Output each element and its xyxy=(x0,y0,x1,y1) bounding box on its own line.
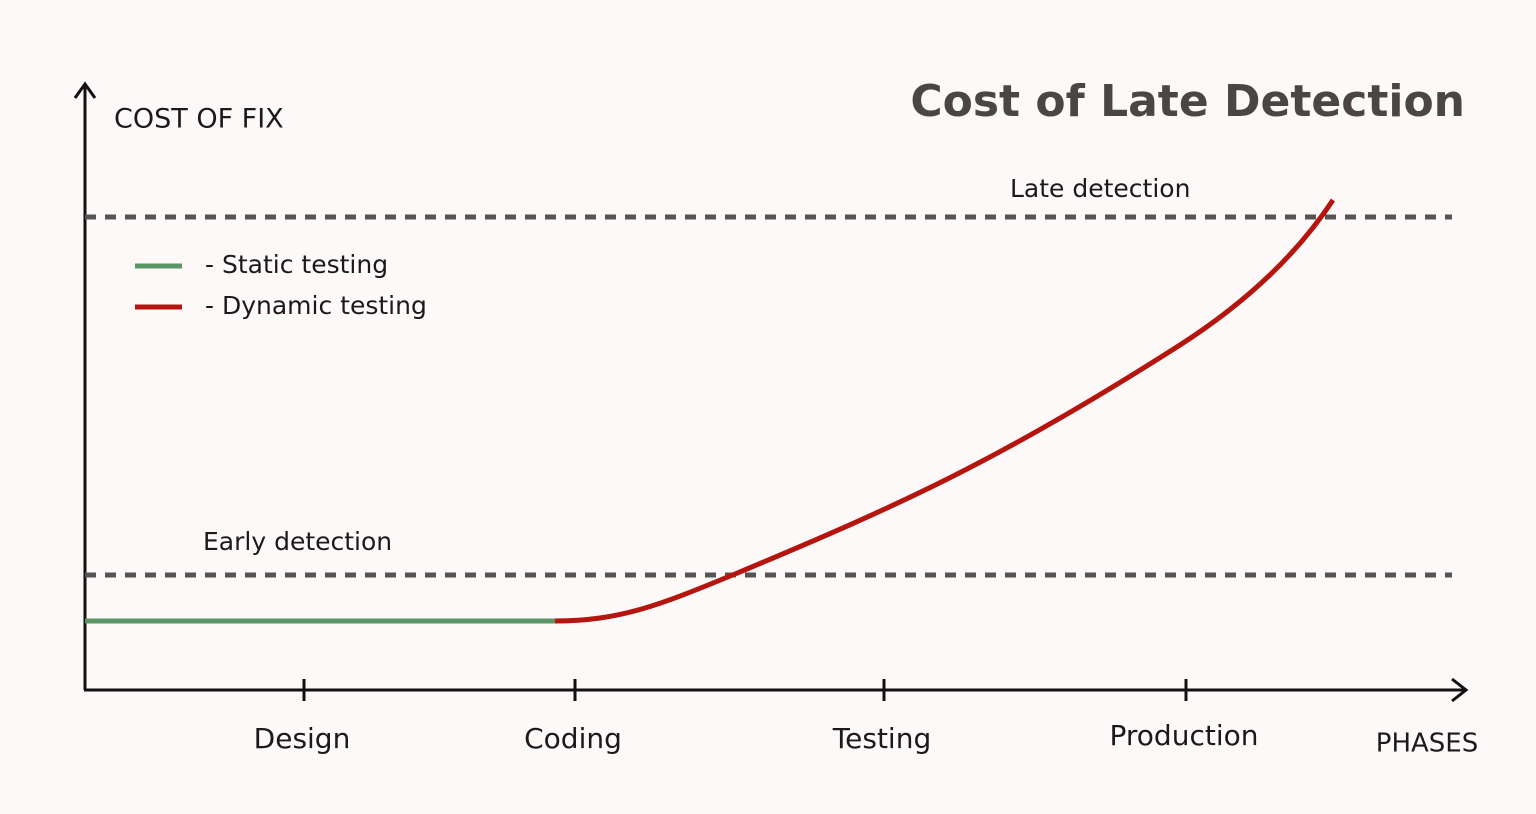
reference-label: Early detection xyxy=(203,527,392,556)
reference-label: Late detection xyxy=(1010,174,1190,203)
x-axis-arrow xyxy=(1451,677,1469,703)
legend-label: - Dynamic testing xyxy=(205,291,427,320)
phase-label: Testing xyxy=(832,722,931,755)
y-axis-label: COST OF FIX xyxy=(114,104,284,135)
y-axis-arrow xyxy=(73,81,97,99)
phase-label: Design xyxy=(254,722,351,755)
dynamic-testing-curve xyxy=(554,198,1336,624)
x-axis-label: PHASES xyxy=(1376,729,1478,759)
title: Cost of Late Detection xyxy=(910,76,1465,127)
legend-label: - Static testing xyxy=(205,250,388,279)
phase-label: Production xyxy=(1110,719,1259,752)
phase-label: Coding xyxy=(524,722,622,755)
